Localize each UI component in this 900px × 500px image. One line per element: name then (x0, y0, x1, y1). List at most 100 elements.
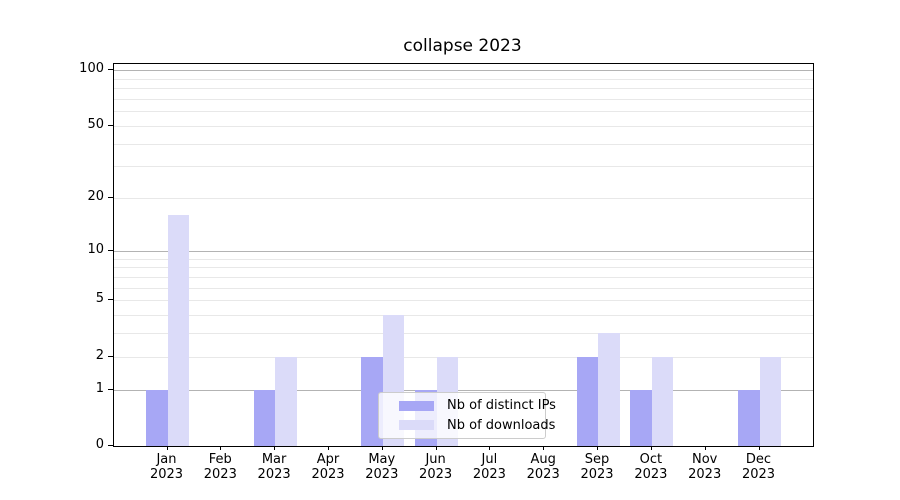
legend-item-downloads: Nb of downloads (399, 416, 555, 434)
minor-gridline (114, 356, 813, 358)
minor-gridline (114, 276, 813, 278)
major-gridline (114, 70, 813, 72)
minor-gridline (114, 125, 813, 127)
minor-gridline (114, 267, 813, 269)
x-tick-mark (489, 446, 491, 450)
x-tick-label-may: May 2023 (352, 452, 412, 482)
x-tick-label-aug: Aug 2023 (513, 452, 573, 482)
y-tick-label: 5 (95, 291, 104, 307)
bar-distinct_ips-jan (146, 389, 168, 446)
legend-label-downloads: Nb of downloads (447, 417, 556, 433)
y-tick-label: 50 (87, 116, 104, 132)
y-tick-label: 10 (87, 241, 104, 257)
minor-gridline (114, 88, 813, 90)
x-tick-year: 2023 (149, 467, 184, 482)
x-tick-year: 2023 (311, 467, 345, 482)
y-tick-mark (108, 249, 113, 251)
x-tick-month: Oct (639, 452, 663, 467)
bar-downloads-jan (167, 215, 189, 446)
x-tick-year: 2023 (203, 467, 237, 482)
x-tick-year: 2023 (526, 467, 560, 482)
y-tick-label: 0 (95, 437, 104, 452)
y-tick-label: 100 (79, 61, 104, 77)
major-gridline (114, 389, 813, 391)
x-tick-year: 2023 (419, 467, 453, 482)
bar-distinct_ips-may (361, 356, 383, 446)
x-tick-mark (381, 446, 383, 450)
plot-area (113, 63, 814, 447)
bar-downloads-dec (759, 356, 781, 446)
x-tick-mark (758, 446, 760, 450)
x-tick-year: 2023 (741, 467, 776, 482)
x-tick-mark (435, 446, 437, 450)
y-tick-mark (108, 355, 113, 357)
minor-gridline (114, 287, 813, 289)
x-tick-label-feb: Feb 2023 (190, 452, 250, 482)
x-tick-mark (704, 446, 706, 450)
legend-item-distinct-ips: Nb of distinct IPs (399, 397, 556, 415)
y-tick-mark (108, 299, 113, 301)
x-tick-month: Jun (425, 452, 446, 467)
x-tick-year: 2023 (634, 467, 668, 482)
bar-distinct_ips-mar (253, 389, 276, 446)
major-gridline (114, 250, 813, 252)
x-tick-month: Jul (481, 452, 498, 467)
y-tick-mark (108, 197, 113, 199)
y-tick-mark (108, 124, 113, 126)
x-tick-month: Feb (208, 452, 232, 467)
minor-gridline (114, 300, 813, 302)
x-tick-mark (543, 446, 545, 450)
x-tick-mark (166, 446, 168, 450)
minor-gridline (114, 314, 813, 316)
x-tick-mark (220, 446, 222, 450)
x-tick-year: 2023 (472, 467, 506, 482)
bar-downloads-sep (598, 333, 620, 446)
x-tick-label-jan: Jan 2023 (137, 452, 197, 482)
y-tick-label: 20 (87, 189, 104, 205)
minor-gridline (114, 198, 813, 200)
y-tick-mark (108, 388, 113, 390)
y-tick-mark (108, 69, 113, 71)
minor-gridline (114, 111, 813, 113)
bar-downloads-oct (651, 356, 674, 446)
y-tick-label: 2 (95, 347, 104, 363)
x-tick-label-apr: Apr 2023 (298, 452, 358, 482)
minor-gridline (114, 333, 813, 335)
legend-swatch-downloads (399, 420, 434, 431)
x-tick-label-sep: Sep 2023 (567, 452, 627, 482)
bar-distinct_ips-sep (576, 356, 598, 446)
x-tick-month: Apr (316, 452, 340, 467)
x-tick-month: May (368, 452, 396, 467)
x-tick-month: Sep (584, 452, 610, 467)
x-tick-mark (274, 446, 276, 450)
x-tick-year: 2023 (257, 467, 291, 482)
y-tick-mark (108, 445, 113, 446)
x-tick-year: 2023 (365, 467, 399, 482)
x-tick-year: 2023 (580, 467, 614, 482)
legend-swatch-distinct-ips (399, 400, 434, 411)
bar-distinct_ips-oct (630, 389, 652, 446)
x-tick-month: Dec (745, 452, 772, 467)
x-tick-label-mar: Mar 2023 (244, 452, 304, 482)
x-tick-mark (650, 446, 652, 450)
minor-gridline (114, 258, 813, 260)
x-tick-label-dec: Dec 2023 (729, 452, 789, 482)
x-tick-label-jul: Jul 2023 (459, 452, 519, 482)
x-tick-label-nov: Nov 2023 (675, 452, 735, 482)
minor-gridline (114, 98, 813, 100)
legend-label-distinct-ips: Nb of distinct IPs (447, 398, 556, 414)
x-tick-year: 2023 (688, 467, 722, 482)
x-tick-label-jun: Jun 2023 (406, 452, 466, 482)
x-tick-month: Jan (156, 452, 177, 467)
x-tick-month: Mar (261, 452, 287, 467)
minor-gridline (114, 166, 813, 168)
x-tick-mark (597, 446, 598, 450)
bar-distinct_ips-dec (738, 389, 760, 446)
chart-title: collapse 2023 (403, 36, 522, 56)
x-tick-month: Aug (530, 452, 556, 467)
y-tick-label: 1 (95, 380, 104, 396)
minor-gridline (114, 143, 813, 145)
bar-downloads-mar (275, 356, 297, 446)
x-tick-mark (328, 446, 329, 450)
